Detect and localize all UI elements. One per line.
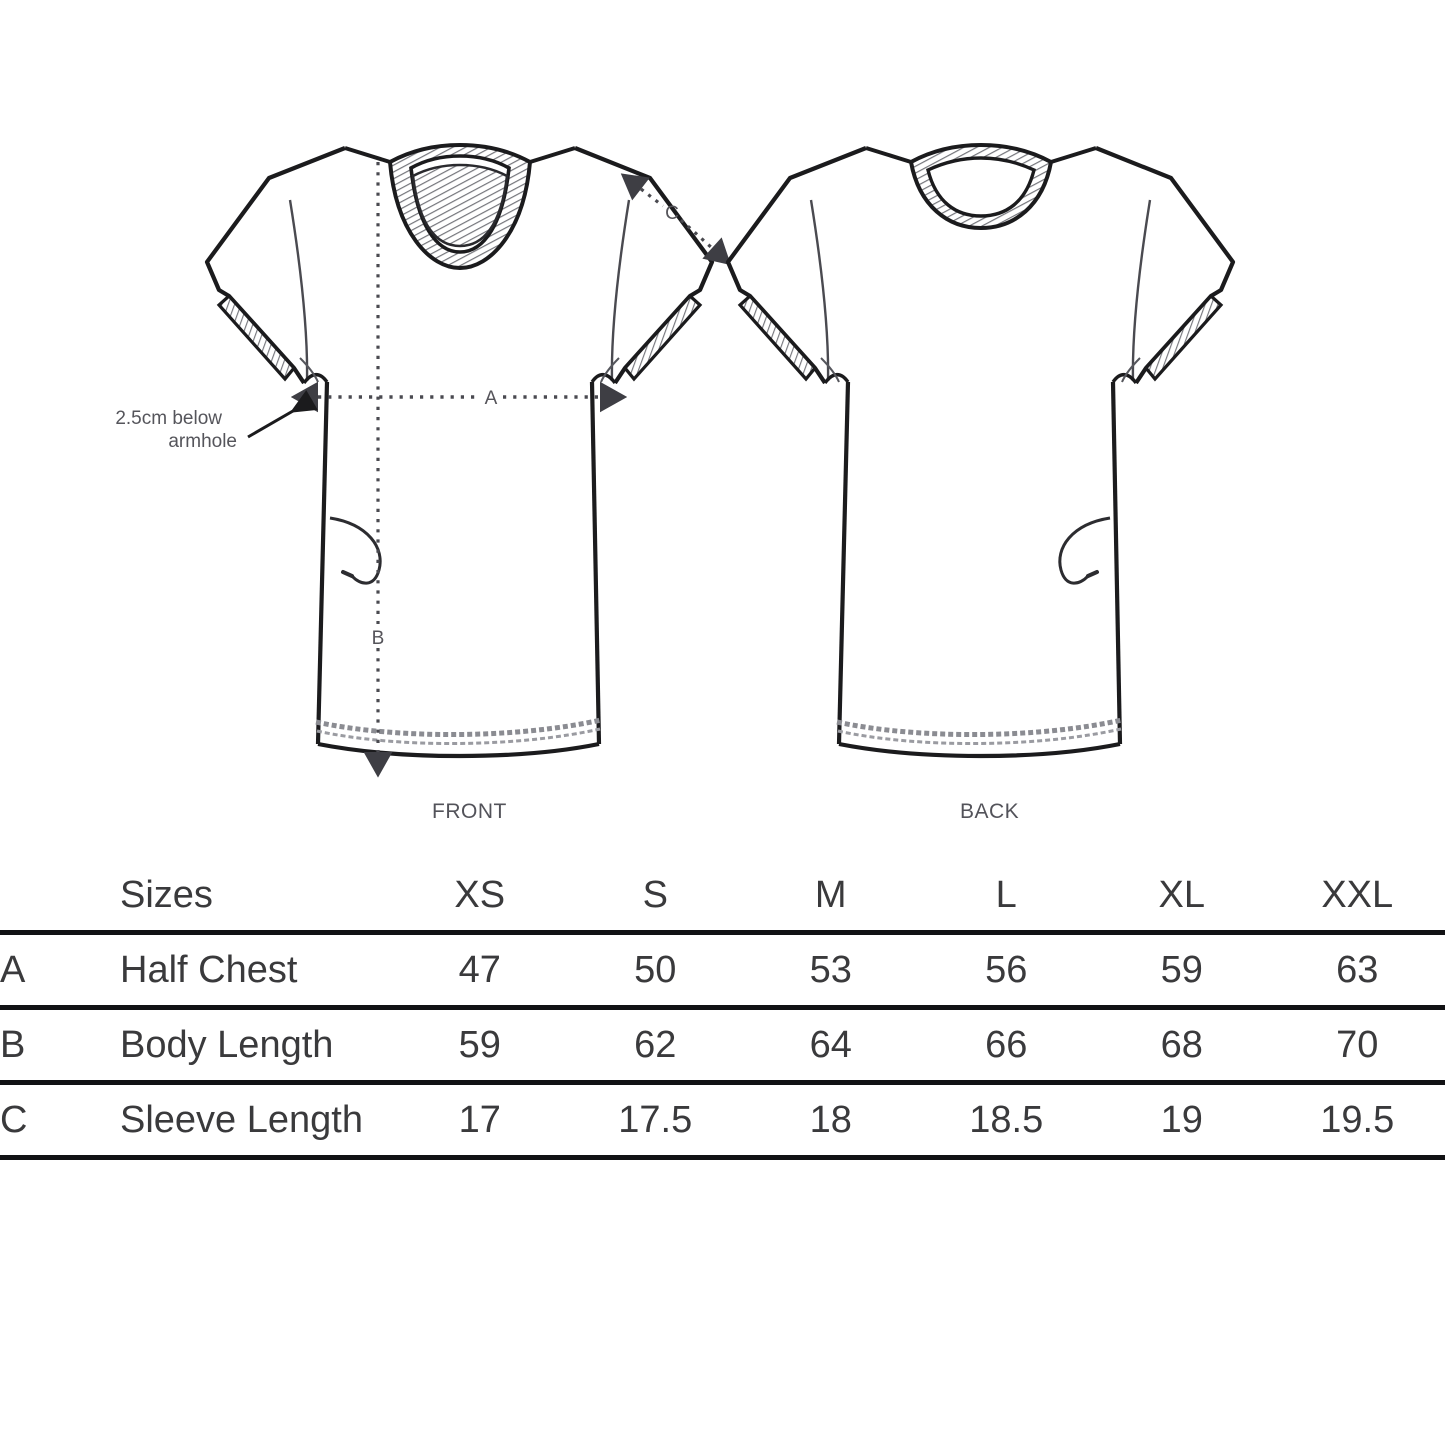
front-left-shoulder-seam xyxy=(344,146,391,164)
back-right-shoulder-seam xyxy=(1050,146,1097,164)
front-left-underarm-notch xyxy=(302,372,329,385)
back-right-sleeve-hem xyxy=(1143,293,1224,382)
row-name-sleeve-length: Sleeve Length xyxy=(120,1082,392,1160)
header-size-xs: XS xyxy=(392,860,568,935)
row-name-half-chest: Half Chest xyxy=(120,932,392,1010)
row-name-body-length: Body Length xyxy=(120,1007,392,1085)
table-header-row: Sizes XS S M L XL XXL xyxy=(0,860,1445,935)
header-size-m: M xyxy=(743,860,919,935)
row-key-b: B xyxy=(0,1007,120,1085)
dimension-label-a: A xyxy=(485,388,498,409)
front-left-underarm-wrinkle xyxy=(299,357,319,383)
front-view-caption: FRONT xyxy=(432,800,507,823)
armhole-note-leader-line xyxy=(247,390,318,439)
back-left-armhole-seam xyxy=(809,199,830,382)
cell-sleeve-length-s: 17.5 xyxy=(567,1082,743,1160)
front-view-illustration xyxy=(204,133,715,759)
cell-body-length-l: 66 xyxy=(918,1007,1094,1085)
back-right-armhole-seam xyxy=(1131,199,1152,382)
front-collar-rib-inner xyxy=(411,163,509,248)
front-body-fill xyxy=(207,133,712,752)
back-left-side-seam xyxy=(836,381,851,745)
front-left-side-seam xyxy=(315,381,330,745)
armhole-note-line-1: 2.5cm below xyxy=(115,408,222,429)
garment-technical-drawing: A B C 2.5cm below armhole xyxy=(115,133,1236,778)
header-size-s: S xyxy=(567,860,743,935)
back-body-fill xyxy=(728,133,1233,752)
front-hem-stitch-upper xyxy=(315,717,602,738)
back-drape-fold-line xyxy=(1058,516,1111,585)
cell-body-length-xxl: 70 xyxy=(1269,1007,1445,1085)
front-right-armhole-seam xyxy=(610,199,631,382)
cell-sleeve-length-xl: 19 xyxy=(1094,1082,1270,1160)
header-size-l: L xyxy=(918,860,1094,935)
cell-half-chest-m: 53 xyxy=(743,932,919,1010)
technical-drawing-area: A B C 2.5cm below armhole xyxy=(115,133,1236,823)
header-size-xl: XL xyxy=(1094,860,1270,935)
row-key-a: A xyxy=(0,932,120,1010)
header-key-blank xyxy=(0,860,120,935)
back-left-underarm-notch xyxy=(823,372,850,385)
cell-body-length-s: 62 xyxy=(567,1007,743,1085)
front-right-shoulder-seam xyxy=(529,146,576,164)
cell-half-chest-s: 50 xyxy=(567,932,743,1010)
front-right-underarm-wrinkle xyxy=(600,357,620,383)
cell-sleeve-length-l: 18.5 xyxy=(918,1082,1094,1160)
front-left-armhole-seam xyxy=(288,199,309,382)
front-left-sleeve-hem xyxy=(216,293,297,382)
dimension-label-b: B xyxy=(372,628,385,649)
front-drape-fold-line xyxy=(329,516,382,585)
back-left-sleeve-hem xyxy=(737,293,818,382)
back-left-underarm-wrinkle xyxy=(820,357,840,383)
back-right-underarm-notch xyxy=(1111,372,1138,385)
back-left-shoulder-seam xyxy=(865,146,912,164)
size-chart-table: Sizes XS S M L XL XXL A Half Chest 47 50… xyxy=(0,860,1445,1160)
row-key-c: C xyxy=(0,1082,120,1160)
front-drape-fold-tip xyxy=(341,570,354,578)
cell-half-chest-l: 56 xyxy=(918,932,1094,1010)
back-view-caption: BACK xyxy=(960,800,1020,823)
front-right-side-seam xyxy=(589,381,602,745)
cell-half-chest-xxl: 63 xyxy=(1269,932,1445,1010)
back-right-side-seam xyxy=(1110,381,1123,745)
back-right-underarm-wrinkle xyxy=(1121,357,1141,383)
back-view-illustration xyxy=(725,133,1236,759)
dimension-label-c: C xyxy=(665,203,679,224)
table-row: C Sleeve Length 17 17.5 18 18.5 19 19.5 xyxy=(0,1082,1445,1160)
dimension-line-c-lower xyxy=(679,218,731,266)
front-hem-stitch-lower xyxy=(316,727,601,746)
table-row: B Body Length 59 62 64 66 68 70 xyxy=(0,1007,1445,1085)
table-row: A Half Chest 47 50 53 56 59 63 xyxy=(0,932,1445,1010)
header-size-xxl: XXL xyxy=(1269,860,1445,935)
back-hem-stitch-lower xyxy=(837,727,1122,746)
front-right-sleeve-hem xyxy=(622,293,703,382)
back-hem-stitch-upper xyxy=(836,717,1123,738)
cell-body-length-m: 64 xyxy=(743,1007,919,1085)
cell-half-chest-xl: 59 xyxy=(1094,932,1270,1010)
back-drape-fold-tip xyxy=(1086,570,1099,578)
cell-sleeve-length-xs: 17 xyxy=(392,1082,568,1160)
front-right-underarm-notch xyxy=(590,372,617,385)
back-bottom-hem-edge xyxy=(838,741,1121,759)
front-bottom-hem-edge xyxy=(317,741,600,759)
header-sizes-label: Sizes xyxy=(120,860,392,935)
cell-half-chest-xs: 47 xyxy=(392,932,568,1010)
front-dimension-annotations: A B C 2.5cm below armhole xyxy=(115,162,731,778)
cell-sleeve-length-xxl: 19.5 xyxy=(1269,1082,1445,1160)
cell-body-length-xs: 59 xyxy=(392,1007,568,1085)
armhole-note-line-2: armhole xyxy=(168,431,237,452)
cell-body-length-xl: 68 xyxy=(1094,1007,1270,1085)
cell-sleeve-length-m: 18 xyxy=(743,1082,919,1160)
size-chart-table-container: Sizes XS S M L XL XXL A Half Chest 47 50… xyxy=(0,860,1445,1160)
back-neckline-opening xyxy=(926,156,1036,218)
